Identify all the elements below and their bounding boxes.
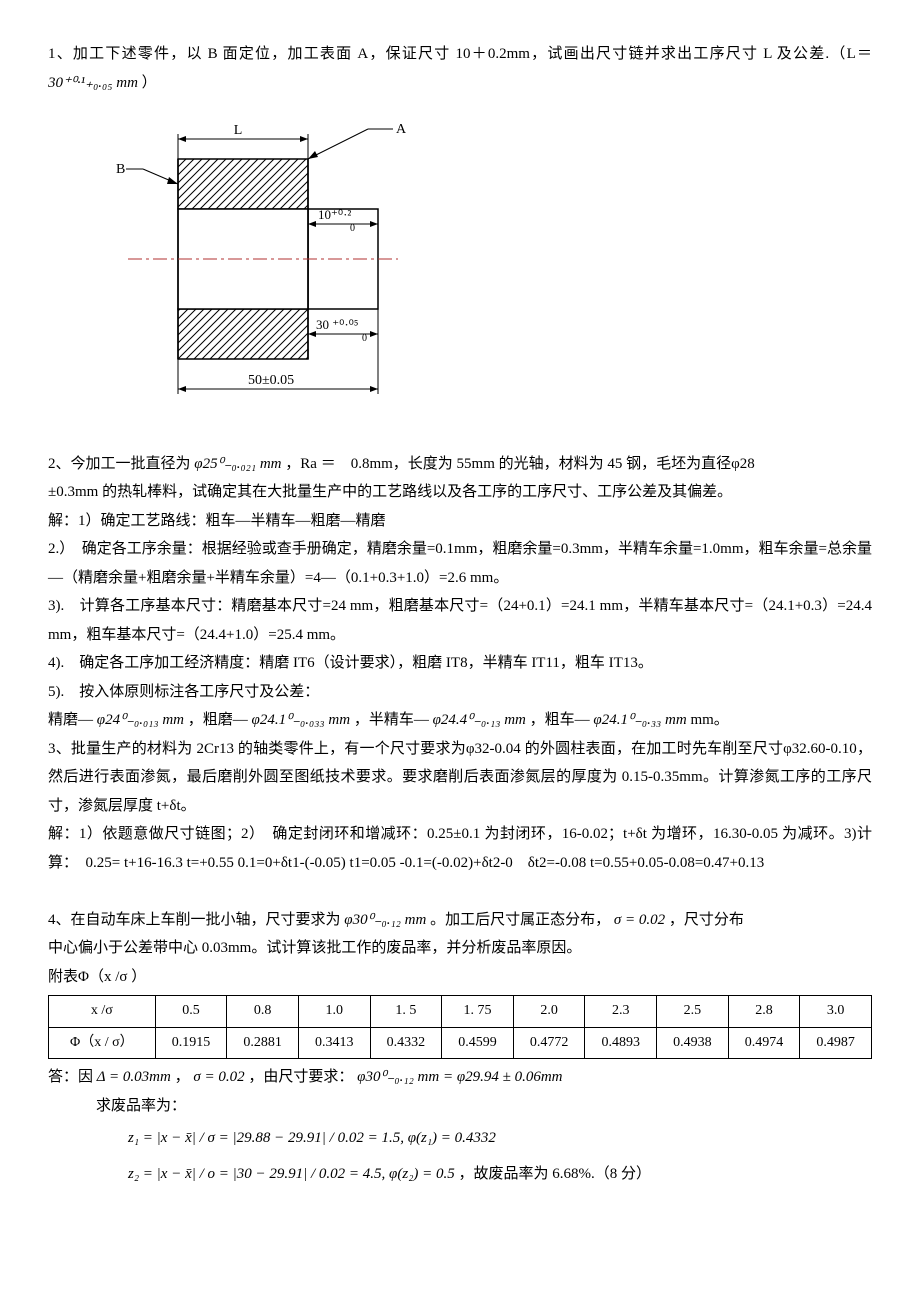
cell: 3.0 [800,996,872,1028]
q2-fcc: φ24.1⁰₋₀.₃₃ mm [593,712,686,728]
cell: 1. 75 [442,996,514,1028]
cell: 0.2881 [227,1027,299,1059]
table-row: Φ（x / σ） 0.1915 0.2881 0.3413 0.4332 0.4… [49,1027,872,1059]
q2-line1: 2、今加工一批直径为 φ25⁰₋₀.₀₂₁ mm ，Ra ＝ 0.8mm，长度为… [48,450,872,479]
cell: 0.4332 [370,1027,442,1059]
q2-sol6: 精磨— φ24⁰₋₀.₀₁₃ mm ，粗磨— φ24.1⁰₋₀.₀₃₃ mm ，… [48,706,872,735]
cell: 2.0 [513,996,585,1028]
cell: 0.5 [155,996,227,1028]
q2-s6b: ，粗磨— [188,712,248,728]
cell: 2.8 [728,996,800,1028]
q1-body: 1、加工下述零件，以 B 面定位，加工表面 A，保证尺寸 10＋0.2mm，试画… [48,46,872,62]
q2-s6a: 精磨— [48,712,93,728]
a1a: 答：因 [48,1069,93,1085]
cell: 1.0 [298,996,370,1028]
cell: 0.1915 [155,1027,227,1059]
z2-final: ，故废品率为 6.68%.（8 分） [459,1166,652,1182]
q4-l1b: 。加工后尺寸属正态分布， [430,912,610,928]
q1-formula: 30⁺⁰·¹₊₀.₀₅ mm [48,75,138,91]
q2-sol3: 3). 计算各工序基本尺寸：精磨基本尺寸=24 mm，粗磨基本尺寸=（24+0.… [48,592,872,649]
q2-line2: ±0.3mm 的热轧棒料，试确定其在大批量生产中的工艺路线以及各工序的工序尺寸、… [48,478,872,507]
label-30: 30 ⁺⁰·⁰⁵ [316,317,358,332]
q2-sol5: 5). 按入体原则标注各工序尺寸及公差： [48,678,872,707]
q4-z2: z₂ = |x − x̄| / o = |30 − 29.91| / 0.02 … [48,1156,872,1192]
q4-l1a: 4、在自动车床上车削一批小轴，尺寸要求为 [48,912,341,928]
cell: 2.5 [657,996,729,1028]
a1b: ， [175,1069,190,1085]
cell: Φ（x / σ） [49,1027,156,1059]
cell: x /σ [49,996,156,1028]
q1-end: ） [142,75,157,91]
q2-fbjc: φ24.4⁰₋₀.₁₃ mm [433,712,526,728]
q4-line2: 中心偏小于公差带中心 0.03mm。试计算该批工作的废品率，并分析废品率原因。 [48,934,872,963]
q2-s6e: mm。 [690,712,728,728]
cell: 2.3 [585,996,657,1028]
table-row: x /σ 0.5 0.8 1.0 1. 5 1. 75 2.0 2.3 2.5 … [49,996,872,1028]
label-50: 50±0.05 [248,373,294,388]
label-B: B [116,162,125,177]
cell: 0.3413 [298,1027,370,1059]
q2-l1b: ，Ra ＝ 0.8mm，长度为 55mm 的光轴，材料为 45 钢，毛坯为直径φ… [285,456,755,472]
label-A: A [396,122,407,137]
cell: 0.4772 [513,1027,585,1059]
q2-s6d: ，粗车— [530,712,590,728]
q4-sigma: σ = 0.02 [614,912,665,928]
cell: 0.4938 [657,1027,729,1059]
label-10: 10⁺⁰·² [318,207,351,222]
q4-tablecap: 附表Φ（x /σ ） [48,963,872,992]
q4-line1: 4、在自动车床上车削一批小轴，尺寸要求为 φ30⁰₋₀.₁₂ mm 。加工后尺寸… [48,906,872,935]
q4-z1: z₁ = |x − x̄| / σ = |29.88 − 29.91| / 0.… [48,1120,872,1156]
q2-sol4: 4). 确定各工序加工经济精度：精磨 IT6（设计要求），粗磨 IT8，半精车 … [48,649,872,678]
cell: 0.4893 [585,1027,657,1059]
cell: 1. 5 [370,996,442,1028]
cell: 0.4987 [800,1027,872,1059]
cell: 0.4599 [442,1027,514,1059]
a1c: ，由尺寸要求： [248,1069,353,1085]
cell: 0.4974 [728,1027,800,1059]
label-10-lower: 0 [350,223,355,234]
label-L: L [234,123,243,138]
q2-s6c: ，半精车— [354,712,429,728]
cell: 0.8 [227,996,299,1028]
phi-table: x /σ 0.5 0.8 1.0 1. 5 1. 75 2.0 2.3 2.5 … [48,995,872,1059]
q4-ans2: 求废品率为： [48,1092,872,1121]
diagram-svg: L A B 10⁺⁰·² 0 30 ⁺⁰·⁰⁵ 0 50±0.05 [108,109,408,419]
q4-ans1: 答：因 Δ = 0.03mm ， σ = 0.02 ，由尺寸要求： φ30⁰₋₀… [48,1063,872,1092]
q2-fcm: φ24.1⁰₋₀.₀₃₃ mm [252,712,351,728]
q3-p1: 3、批量生产的材料为 2Cr13 的轴类零件上，有一个尺寸要求为φ32-0.04… [48,735,872,821]
q2-phi25: φ25⁰₋₀.₀₂₁ mm [194,456,281,472]
q3-p2: 解：1）依题意做尺寸链图；2） 确定封闭环和增减环：0.25±0.1 为封闭环，… [48,820,872,877]
q2-sol1: 解：1）确定工艺路线：粗车—半精车—粗磨—精磨 [48,507,872,536]
a-eq: φ30⁰₋₀.₁₂ mm = φ29.94 ± 0.06mm [357,1069,562,1085]
q1-text: 1、加工下述零件，以 B 面定位，加工表面 A，保证尺寸 10＋0.2mm，试画… [48,40,872,97]
q2-sol2: 2.） 确定各工序余量：根据经验或查手册确定，精磨余量=0.1mm，粗磨余量=0… [48,535,872,592]
part-diagram: L A B 10⁺⁰·² 0 30 ⁺⁰·⁰⁵ 0 50±0.05 [108,109,872,430]
label-30-lower: 0 [362,333,367,344]
a-sigma: σ = 0.02 [193,1069,244,1085]
q2-l1a: 2、今加工一批直径为 [48,456,191,472]
a-delta: Δ = 0.03mm [97,1069,171,1085]
z2-body: z₂ = |x − x̄| / o = |30 − 29.91| / 0.02 … [128,1166,455,1182]
q4-l1c: ，尺寸分布 [669,912,744,928]
q2-fjm: φ24⁰₋₀.₀₁₃ mm [97,712,184,728]
q4-phi30: φ30⁰₋₀.₁₂ mm [344,912,426,928]
